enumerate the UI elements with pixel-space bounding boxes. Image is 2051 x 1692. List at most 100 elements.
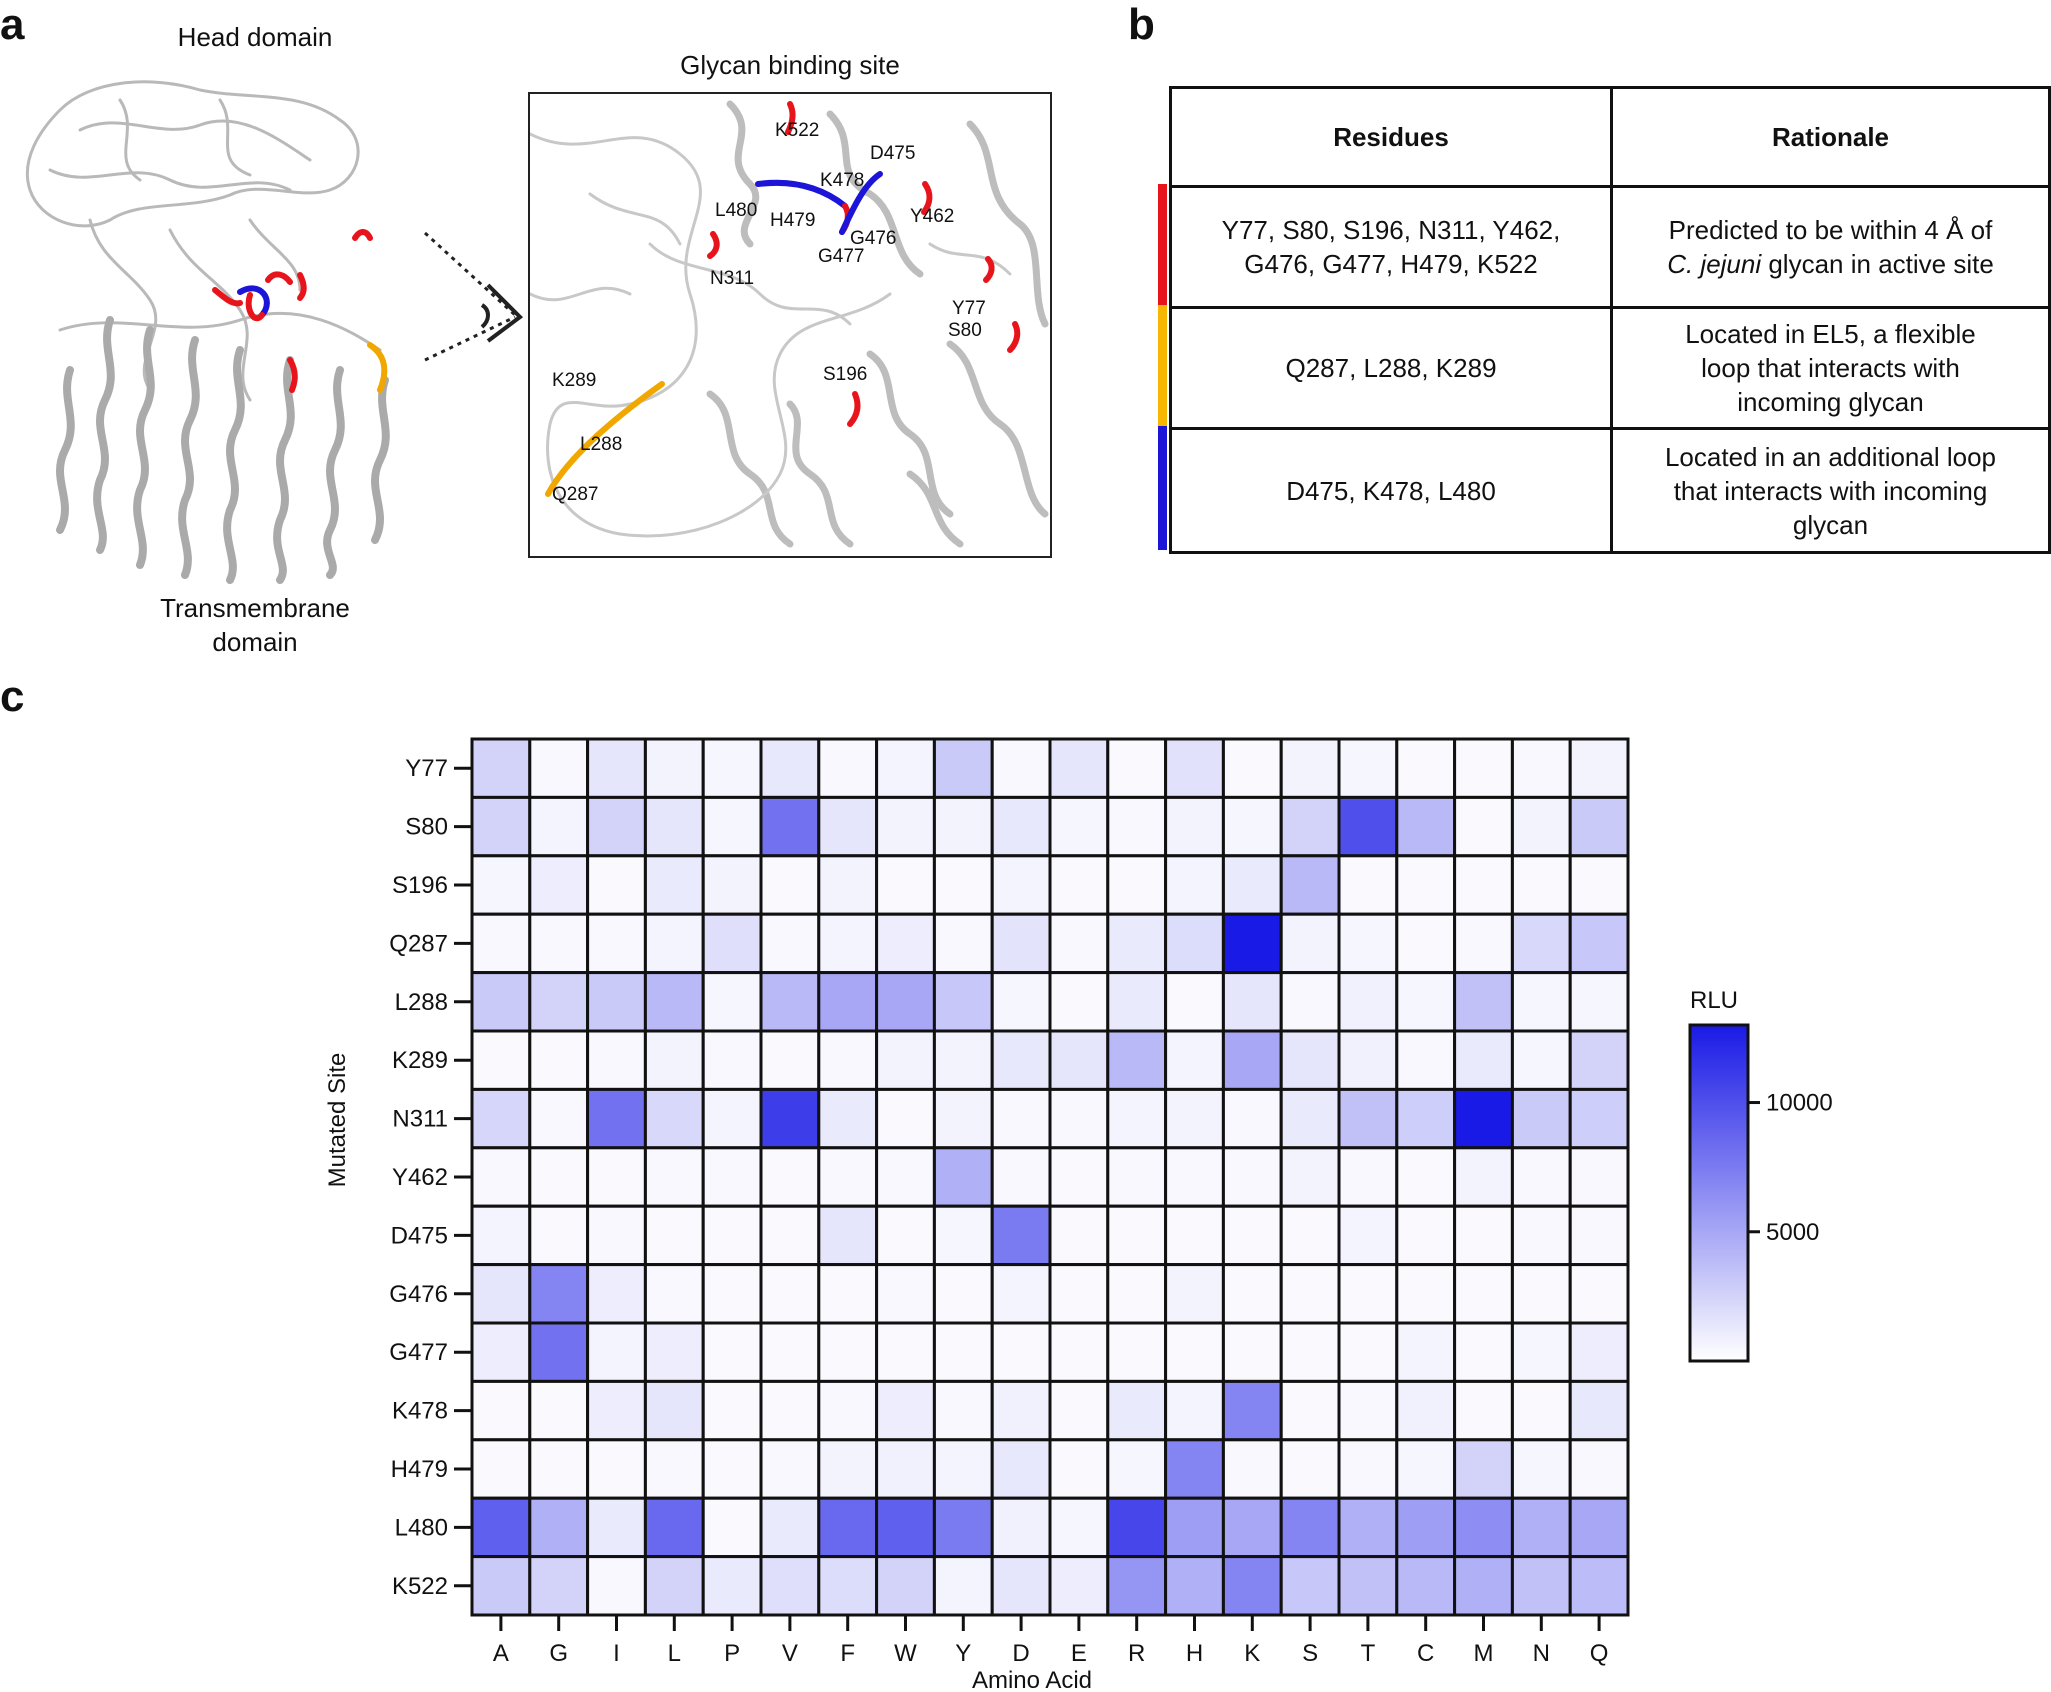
heatmap-cell-S80-P <box>701 795 763 858</box>
heatmap-cell-G477-W <box>875 1321 936 1383</box>
colorbar <box>1688 1023 1750 1363</box>
heatmap-cell-Y77-M <box>1453 737 1514 799</box>
heatmap-cell-L288-T <box>1337 971 1399 1033</box>
heatmap-cell-Y462-R <box>1106 1146 1168 1208</box>
heatmap-cell-L288-Y <box>932 971 994 1033</box>
heatmap-cell-Y462-E <box>1048 1146 1110 1208</box>
heatmap-cell-K522-D <box>990 1555 1052 1617</box>
heatmap-cell-S196-P <box>701 854 763 916</box>
heatmap-cell-K478-F <box>817 1379 879 1442</box>
y-tick-label: S80 <box>405 814 448 841</box>
heatmap-cell-L288-C <box>1395 971 1457 1033</box>
zoom-label-g477: G477 <box>818 246 864 267</box>
heatmap-cell-Y462-L <box>643 1146 705 1208</box>
heatmap-cell-D475-W <box>875 1204 936 1267</box>
heatmap-cell-H479-Y <box>932 1438 994 1500</box>
heatmap-cell-Y462-D <box>990 1146 1052 1208</box>
heatmap-cell-L480-P <box>701 1496 763 1559</box>
heatmap-cell-K478-T <box>1337 1379 1399 1442</box>
heatmap-cell-D475-I <box>586 1204 647 1267</box>
rationale-cell: Located in EL5, a flexible loop that int… <box>1610 306 2051 430</box>
rationale-cell: Located in an additional loop that inter… <box>1610 427 2051 554</box>
heatmap-cell-K478-A <box>470 1379 532 1442</box>
heatmap-cell-S80-R <box>1106 795 1168 858</box>
glycan-binding-site-title: Glycan binding site <box>680 50 900 80</box>
heatmap-cell-S196-Y <box>932 854 994 916</box>
heatmap-cell-Y462-Q <box>1568 1146 1630 1208</box>
heatmap-cell-S80-L <box>643 795 705 858</box>
heatmap-cell-L288-A <box>470 971 532 1033</box>
heatmap-cell-N311-V <box>759 1087 821 1150</box>
heatmap-cell-G477-Y <box>932 1321 994 1383</box>
rationale-line: loop that interacts with <box>1701 353 1960 383</box>
heatmap-cell-L288-F <box>817 971 879 1033</box>
heatmap-cell-S80-D <box>990 795 1052 858</box>
colorbar-tick-label: 5000 <box>1766 1219 1819 1246</box>
heatmap-cell-K289-S <box>1279 1029 1341 1091</box>
heatmap-cell-Y77-P <box>701 737 763 799</box>
residues-line: Q287, L288, K289 <box>1285 353 1497 383</box>
heatmap-cell-D475-L <box>643 1204 705 1267</box>
heatmap-cell-K522-P <box>701 1555 763 1617</box>
heatmap-cell-G476-S <box>1279 1263 1341 1325</box>
heatmap-cell-Y462-T <box>1337 1146 1399 1208</box>
heatmap-cell-Q287-M <box>1453 912 1514 975</box>
heatmap-cell-H479-P <box>701 1438 763 1500</box>
heatmap-cell-K289-H <box>1164 1029 1225 1091</box>
heatmap-cell-N311-C <box>1395 1087 1457 1150</box>
heatmap-cell-G476-E <box>1048 1263 1110 1325</box>
heatmap-cell-G476-P <box>701 1263 763 1325</box>
y-tick-label: L288 <box>395 989 448 1016</box>
heatmap-cell-S196-D <box>990 854 1052 916</box>
heatmap-cell-K289-V <box>759 1029 821 1091</box>
heatmap-cell-K289-P <box>701 1029 763 1091</box>
heatmap-cell-K289-W <box>875 1029 936 1091</box>
heatmap-cell-Y77-D <box>990 737 1052 799</box>
heatmap-cell-Y462-I <box>586 1146 647 1208</box>
heatmap-cell-K478-P <box>701 1379 763 1442</box>
heatmap-cell-S196-H <box>1164 854 1225 916</box>
x-tick-label: D <box>1012 1640 1029 1667</box>
heatmap-cell-Y77-N <box>1510 737 1572 799</box>
x-tick-label: K <box>1244 1640 1260 1667</box>
heatmap-cell-H479-L <box>643 1438 705 1500</box>
heatmap-cell-Y462-W <box>875 1146 936 1208</box>
heatmap-cell-L480-V <box>759 1496 821 1559</box>
heatmap-cell-G477-T <box>1337 1321 1399 1383</box>
row-color-bar-red <box>1158 184 1167 305</box>
heatmap-cell-K289-T <box>1337 1029 1399 1091</box>
heatmap-cell-Y462-Y <box>932 1146 994 1208</box>
residues-line: G476, G477, H479, K522 <box>1244 249 1538 279</box>
heatmap-cell-L288-H <box>1164 971 1225 1033</box>
viewing-eye-icon <box>423 231 524 362</box>
heatmap-cell-N311-W <box>875 1087 936 1150</box>
table-row: Y77, S80, S196, N311, Y462, G476, G477, … <box>1169 185 2051 309</box>
x-tick-label: V <box>782 1640 798 1667</box>
heatmap-cell-G476-R <box>1106 1263 1168 1325</box>
heatmap-cell-S196-G <box>528 854 590 916</box>
x-tick-label: H <box>1186 1640 1203 1667</box>
heatmap-cell-G477-C <box>1395 1321 1457 1383</box>
heatmap-cell-K478-R <box>1106 1379 1168 1442</box>
heatmap-cell-Y462-H <box>1164 1146 1225 1208</box>
heatmap-cell-L288-Q <box>1568 971 1630 1033</box>
x-tick-label: T <box>1361 1640 1376 1667</box>
heatmap-cell-S196-V <box>759 854 821 916</box>
heatmap-cell-D475-M <box>1453 1204 1514 1267</box>
heatmap-cell-H479-I <box>586 1438 647 1500</box>
heatmap-cell-L480-M <box>1453 1496 1514 1559</box>
rationale-line: that interacts with incoming <box>1673 475 1988 506</box>
rationale-line: incoming glycan <box>1737 387 1924 417</box>
heatmap-cell-G477-P <box>701 1321 763 1383</box>
heatmap-cell-N311-R <box>1106 1087 1168 1150</box>
heatmap-cell-S80-T <box>1337 795 1399 858</box>
heatmap-cell-Q287-D <box>990 912 1052 975</box>
x-tick-label: P <box>724 1640 740 1667</box>
heatmap-cell-D475-P <box>701 1204 763 1267</box>
heatmap-cell-L480-F <box>817 1496 879 1559</box>
heatmap-cell-L480-C <box>1395 1496 1457 1559</box>
colorbar-tick-label: 10000 <box>1766 1090 1833 1117</box>
heatmap-cell-N311-E <box>1048 1087 1110 1150</box>
heatmap-cell-L480-N <box>1510 1496 1572 1559</box>
heatmap-cell-G476-G <box>528 1263 590 1325</box>
